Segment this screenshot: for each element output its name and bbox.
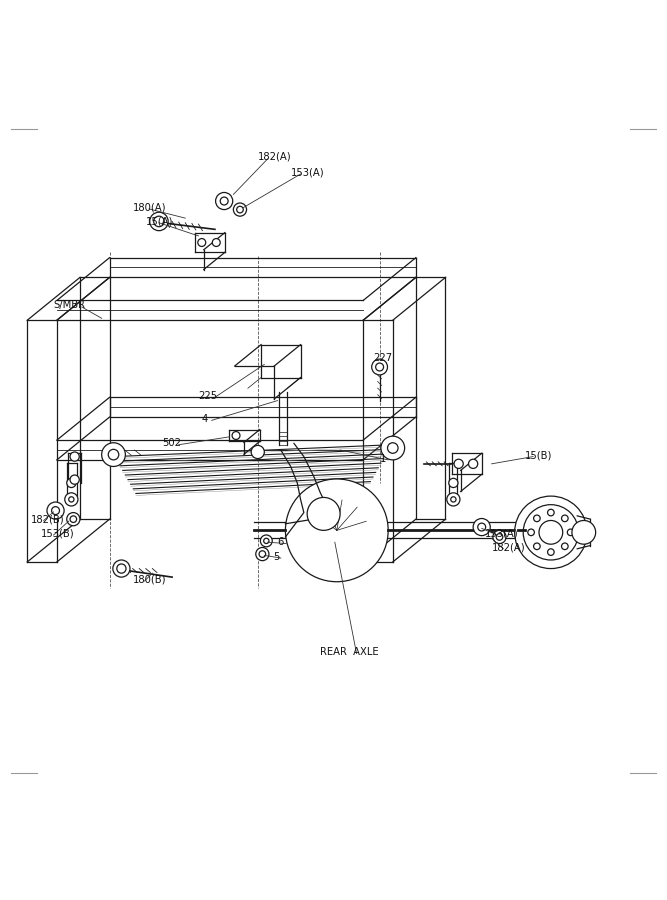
Circle shape (149, 212, 168, 230)
Circle shape (381, 436, 405, 460)
Circle shape (70, 475, 79, 484)
Circle shape (259, 551, 265, 557)
Circle shape (65, 493, 78, 506)
Text: 225: 225 (199, 391, 217, 401)
Circle shape (67, 513, 80, 526)
Circle shape (534, 543, 540, 550)
Circle shape (478, 523, 486, 531)
Text: 15(A): 15(A) (146, 216, 173, 227)
Circle shape (568, 529, 574, 535)
Circle shape (468, 459, 478, 468)
Text: 4: 4 (201, 414, 208, 424)
Text: 15(B): 15(B) (524, 450, 552, 460)
Circle shape (251, 446, 264, 459)
Circle shape (493, 530, 506, 544)
Circle shape (232, 432, 240, 439)
Circle shape (562, 515, 568, 522)
Circle shape (70, 452, 79, 461)
Text: 5: 5 (273, 552, 279, 562)
Circle shape (67, 478, 76, 488)
Circle shape (69, 497, 74, 502)
Circle shape (70, 516, 77, 523)
Text: 182(A): 182(A) (257, 152, 291, 162)
Circle shape (285, 479, 388, 581)
Circle shape (496, 534, 503, 540)
Circle shape (447, 493, 460, 506)
Circle shape (215, 193, 233, 210)
Circle shape (451, 497, 456, 502)
Circle shape (307, 498, 340, 530)
Text: 6: 6 (277, 537, 284, 547)
Circle shape (515, 496, 587, 569)
Circle shape (473, 518, 490, 536)
Circle shape (572, 520, 596, 544)
Circle shape (198, 238, 205, 247)
Circle shape (454, 459, 464, 468)
Text: 182(B): 182(B) (31, 514, 64, 524)
Text: 1: 1 (380, 454, 386, 464)
Text: 227: 227 (373, 353, 392, 363)
Circle shape (562, 543, 568, 550)
Circle shape (388, 443, 398, 454)
Circle shape (117, 564, 126, 573)
Circle shape (108, 449, 119, 460)
Circle shape (528, 529, 534, 535)
Text: REAR  AXLE: REAR AXLE (320, 647, 379, 657)
Circle shape (237, 206, 243, 213)
Circle shape (51, 507, 59, 515)
Text: 153(A): 153(A) (291, 167, 324, 177)
Text: 180(A): 180(A) (133, 202, 166, 212)
Circle shape (372, 359, 388, 375)
Circle shape (548, 509, 554, 516)
Circle shape (449, 478, 458, 488)
Circle shape (260, 535, 272, 547)
Circle shape (376, 363, 384, 371)
Circle shape (153, 216, 164, 227)
Text: 153(B): 153(B) (41, 528, 74, 539)
Text: 180(B): 180(B) (133, 575, 166, 585)
Circle shape (113, 560, 130, 577)
Text: 502: 502 (162, 438, 181, 448)
Circle shape (548, 549, 554, 555)
Circle shape (101, 443, 125, 466)
Circle shape (539, 520, 563, 544)
Circle shape (534, 515, 540, 522)
Circle shape (255, 547, 269, 561)
Circle shape (212, 238, 220, 247)
Circle shape (263, 538, 269, 544)
Circle shape (523, 505, 578, 560)
Circle shape (47, 502, 64, 519)
Circle shape (233, 203, 247, 216)
Circle shape (220, 197, 228, 205)
Text: 153(A): 153(A) (485, 528, 519, 539)
Text: 182(A): 182(A) (492, 543, 525, 553)
Text: S/MBR: S/MBR (53, 300, 85, 310)
